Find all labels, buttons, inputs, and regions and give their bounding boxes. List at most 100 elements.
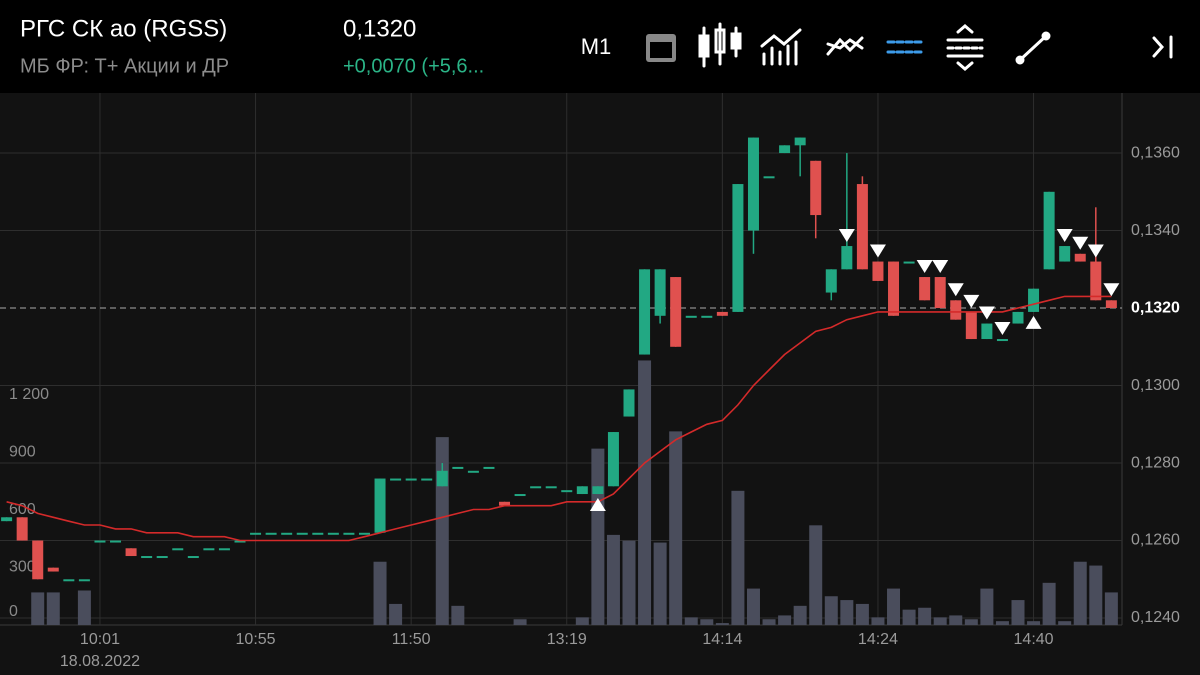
calendar-icon[interactable] xyxy=(646,34,676,62)
candle-body xyxy=(763,176,775,179)
sell-marker xyxy=(838,229,855,243)
compare-icon[interactable] xyxy=(826,36,864,56)
sell-marker xyxy=(1056,229,1073,243)
icon-rect xyxy=(698,34,710,58)
candle-body xyxy=(810,160,822,216)
candle-body xyxy=(141,556,153,559)
candle-body xyxy=(94,540,106,543)
candle-body xyxy=(172,548,184,551)
volume-bar xyxy=(638,360,652,625)
sell-marker xyxy=(978,306,995,320)
icon-rect xyxy=(730,32,742,50)
volume-bar xyxy=(809,525,823,625)
candle-body xyxy=(888,261,900,316)
calendar-inner xyxy=(650,42,672,58)
candle-body xyxy=(716,311,728,316)
sell-marker xyxy=(1072,236,1089,250)
candle-body xyxy=(841,246,853,270)
volume-bar xyxy=(46,592,60,625)
candle-body xyxy=(576,486,588,495)
instrument-title: РГС СК ао (RGSS) xyxy=(20,15,227,42)
volume-bar xyxy=(887,588,901,625)
volume-bar xyxy=(653,542,667,625)
volume-bar xyxy=(1104,592,1118,625)
price-tick-label: 0,1280 xyxy=(1131,454,1180,471)
volume-bar xyxy=(824,596,838,625)
candle-body xyxy=(747,137,759,231)
volume-tick-label: 900 xyxy=(9,444,36,461)
volume-bar xyxy=(700,619,714,625)
date-label: 18.08.2022 xyxy=(60,653,140,670)
candle-body xyxy=(218,548,230,551)
volume-bar xyxy=(949,615,963,625)
volume-bar xyxy=(575,617,589,625)
last-price-label: 0,1320 xyxy=(1131,299,1180,316)
candle-body xyxy=(483,466,495,469)
volume-bar xyxy=(918,607,932,625)
volume-bar xyxy=(1058,621,1072,625)
candle-body xyxy=(312,532,324,535)
icon-line xyxy=(826,38,864,50)
volume-bar xyxy=(731,490,745,625)
sell-marker xyxy=(994,322,1011,336)
candle-body xyxy=(156,556,168,559)
candle-body xyxy=(934,277,946,309)
time-tick-label: 13:19 xyxy=(547,631,587,648)
volume-bar xyxy=(778,615,792,625)
volume-bar xyxy=(1027,621,1041,625)
candle-body xyxy=(903,261,915,264)
volume-bar xyxy=(793,605,807,625)
levels-icon[interactable] xyxy=(886,40,924,54)
volume-bar xyxy=(591,448,605,625)
candle-body xyxy=(390,478,402,481)
icon-line xyxy=(760,28,802,48)
candle-body xyxy=(452,466,464,469)
volume-bar xyxy=(995,621,1009,625)
trendline-icon[interactable] xyxy=(1015,31,1051,65)
time-tick-label: 10:01 xyxy=(80,631,120,648)
indicators-icon[interactable] xyxy=(760,28,802,66)
price-tick-label: 0,1260 xyxy=(1131,532,1180,549)
candle-body xyxy=(47,567,59,572)
candles-icon[interactable] xyxy=(698,22,742,68)
candle-body xyxy=(779,145,791,154)
candle-body xyxy=(701,315,713,318)
candle-body xyxy=(78,579,90,582)
candle-body xyxy=(32,540,44,580)
candle-body xyxy=(281,532,293,535)
sell-marker xyxy=(963,294,980,308)
volume-bar xyxy=(684,617,698,625)
candle-body xyxy=(654,269,666,316)
candle-body xyxy=(950,300,962,320)
volume-bar xyxy=(1042,582,1056,625)
price-tick-label: 0,1240 xyxy=(1131,609,1180,626)
candle-body xyxy=(1012,311,1024,324)
candle-body xyxy=(965,311,977,340)
current-price: 0,1320 xyxy=(343,15,416,42)
icon-line xyxy=(1018,34,1048,62)
candle-body xyxy=(234,540,246,543)
candle-body xyxy=(919,277,931,301)
candle-body xyxy=(825,269,837,293)
candle-body xyxy=(250,532,262,535)
candle-body xyxy=(421,478,433,481)
candle-body xyxy=(203,548,215,551)
candle-body xyxy=(856,184,868,270)
volume-tick-label: 600 xyxy=(9,501,36,518)
volume-bar xyxy=(933,617,947,625)
channel-icon[interactable] xyxy=(946,24,984,71)
candle-body xyxy=(872,261,884,281)
buy-marker xyxy=(1025,315,1042,329)
candle-body xyxy=(639,269,651,355)
candle-body xyxy=(1074,253,1086,262)
icon-dot xyxy=(1041,31,1051,41)
sell-marker xyxy=(1087,244,1104,258)
icon-line xyxy=(956,24,974,34)
collapse-button[interactable] xyxy=(1152,35,1173,59)
candle-body xyxy=(63,579,75,582)
timeframe-button[interactable]: M1 xyxy=(581,34,612,59)
volume-bar xyxy=(855,603,869,625)
candle-body xyxy=(561,490,573,493)
